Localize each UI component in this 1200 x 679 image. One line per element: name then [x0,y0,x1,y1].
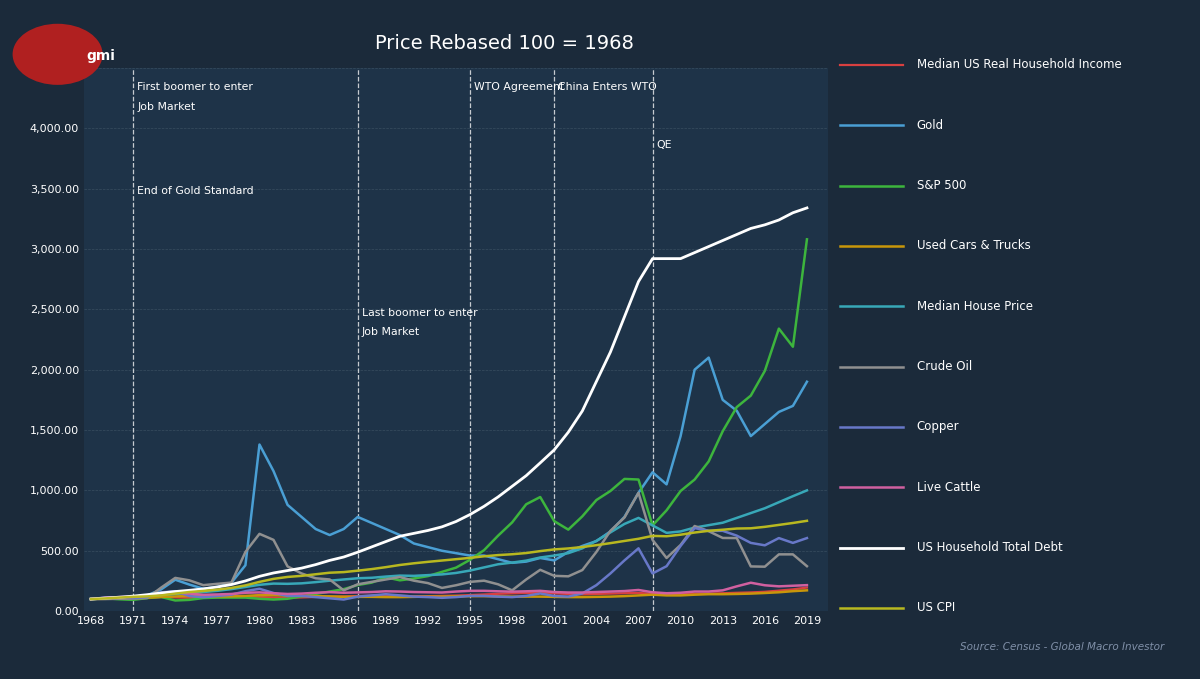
Text: S&P 500: S&P 500 [917,179,966,192]
Text: Median House Price: Median House Price [917,299,1032,313]
Text: Live Cattle: Live Cattle [917,481,980,494]
Text: US Household Total Debt: US Household Total Debt [917,541,1062,554]
Text: Gold: Gold [917,119,943,132]
Text: Median US Real Household Income: Median US Real Household Income [917,58,1121,71]
Text: QE: QE [656,141,672,150]
Text: Used Cars & Trucks: Used Cars & Trucks [917,240,1031,253]
Text: Source: Census - Global Macro Investor: Source: Census - Global Macro Investor [960,642,1164,652]
Text: First boomer to enter: First boomer to enter [137,82,253,92]
Text: Price Rebased 100 = 1968: Price Rebased 100 = 1968 [374,34,634,53]
Text: End of Gold Standard: End of Gold Standard [137,186,254,196]
Ellipse shape [13,24,103,85]
Text: Copper: Copper [917,420,959,433]
Text: Last boomer to enter: Last boomer to enter [362,308,478,318]
Text: gmi: gmi [86,49,115,62]
Text: US CPI: US CPI [917,602,955,614]
Text: Job Market: Job Market [137,102,196,112]
Text: China Enters WTO: China Enters WTO [558,82,658,92]
Text: WTO Agreement: WTO Agreement [474,82,564,92]
Text: Crude Oil: Crude Oil [917,360,972,373]
Text: Job Market: Job Market [362,327,420,337]
